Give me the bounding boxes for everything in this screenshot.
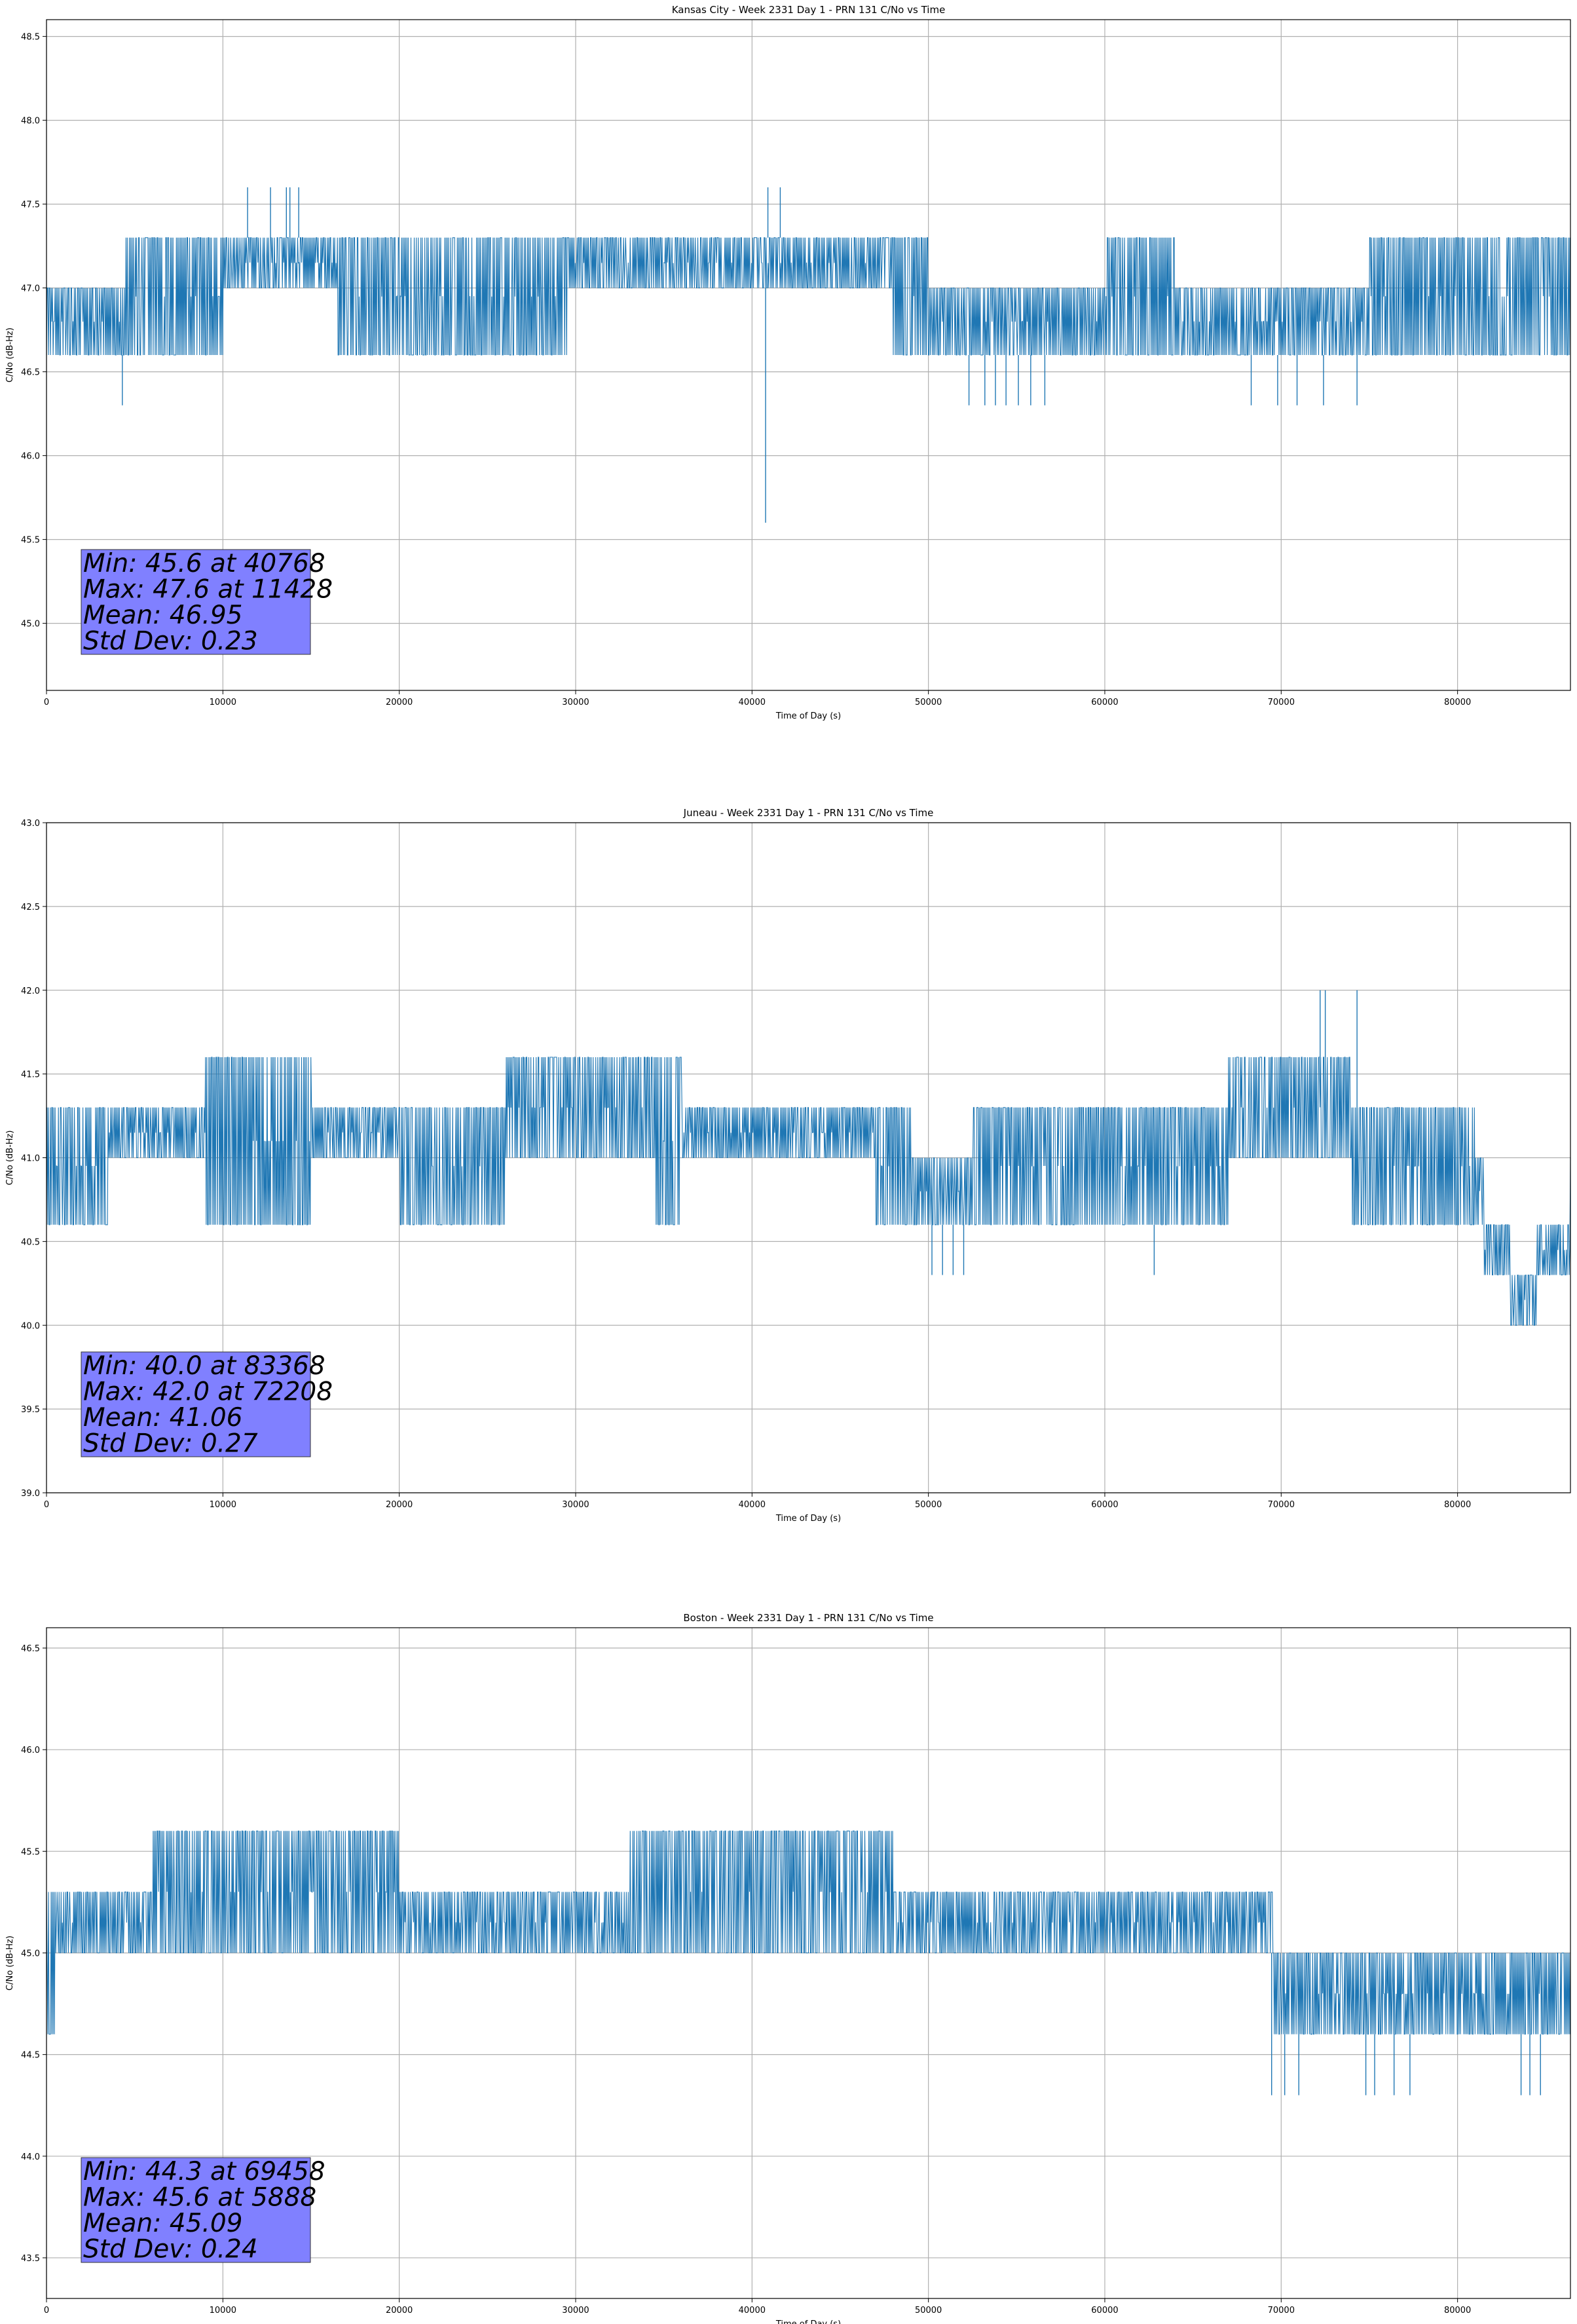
x-tick-label: 50000 (915, 1500, 942, 1510)
x-tick-label: 50000 (915, 698, 942, 707)
y-tick-label: 44.5 (21, 2051, 40, 2061)
stats-line: Min: 44.3 at 69458 (83, 2157, 325, 2186)
series-line (46, 1057, 1571, 1326)
y-tick-label: 44.0 (21, 2152, 40, 2162)
y-tick-label: 45.0 (21, 620, 40, 629)
x-tick-label: 30000 (562, 1500, 589, 1510)
y-tick-label: 45.5 (21, 1847, 40, 1857)
x-tick-label: 50000 (915, 2306, 942, 2315)
y-tick-label: 40.5 (21, 1237, 40, 1247)
y-tick-label: 41.5 (21, 1070, 40, 1080)
x-axis-label: Time of Day (s) (775, 1514, 841, 1524)
y-axis-label: C/No (dB-Hz) (5, 328, 15, 383)
stats-line: Mean: 45.09 (83, 2209, 242, 2238)
x-tick-label: 40000 (739, 2306, 766, 2315)
x-tick-label: 30000 (562, 698, 589, 707)
stats-box (81, 2157, 311, 2263)
x-tick-label: 20000 (386, 698, 413, 707)
stats-line: Max: 45.6 at 5888 (83, 2183, 316, 2213)
y-tick-label: 42.0 (21, 986, 40, 996)
x-tick-label: 0 (44, 698, 49, 707)
y-tick-label: 48.5 (21, 33, 40, 43)
stats-box (81, 549, 311, 655)
stats-line: Max: 42.0 at 72208 (83, 1378, 333, 1407)
x-tick-label: 80000 (1444, 2306, 1471, 2315)
x-tick-label: 0 (44, 1500, 49, 1510)
x-tick-label: 10000 (210, 2306, 236, 2315)
stats-box (81, 1351, 311, 1457)
y-tick-label: 47.0 (21, 284, 40, 294)
y-tick-label: 39.0 (21, 1489, 40, 1499)
x-tick-label: 70000 (1268, 698, 1295, 707)
y-tick-label: 46.0 (21, 452, 40, 462)
stats-line: Min: 45.6 at 40768 (83, 549, 325, 578)
y-tick-label: 41.0 (21, 1154, 40, 1164)
x-tick-label: 40000 (739, 698, 766, 707)
x-tick-label: 80000 (1444, 698, 1471, 707)
y-axis-label: C/No (dB-Hz) (5, 1131, 15, 1186)
stats-line: Std Dev: 0.24 (83, 2235, 258, 2264)
chart-title: Juneau - Week 2331 Day 1 - PRN 131 C/No … (683, 807, 934, 819)
x-axis-label: Time of Day (s) (775, 2319, 841, 2324)
x-tick-label: 20000 (386, 2306, 413, 2315)
x-tick-label: 10000 (210, 698, 236, 707)
stats-line: Max: 47.6 at 11428 (83, 575, 333, 605)
y-tick-label: 46.5 (21, 368, 40, 378)
y-tick-label: 43.5 (21, 2254, 40, 2264)
x-tick-label: 60000 (1091, 2306, 1118, 2315)
x-axis-label: Time of Day (s) (775, 711, 841, 721)
stats-line: Std Dev: 0.23 (83, 627, 258, 656)
x-tick-label: 60000 (1091, 1500, 1118, 1510)
y-tick-label: 45.5 (21, 536, 40, 546)
x-tick-label: 70000 (1268, 1500, 1295, 1510)
y-tick-label: 46.5 (21, 1644, 40, 1654)
series-line (46, 237, 1571, 356)
y-axis-label: C/No (dB-Hz) (5, 1936, 15, 1991)
y-tick-label: 42.5 (21, 903, 40, 912)
x-tick-label: 0 (44, 2306, 49, 2315)
chart-panel-1: 0 10000 20000 30000 40000 50000 60000 70000 8000… (5, 4, 1571, 721)
axes-frame (46, 1627, 1571, 2299)
x-tick-label: 40000 (739, 1500, 766, 1510)
stats-line: Std Dev: 0.27 (83, 1429, 258, 1459)
series-line (46, 1830, 1571, 2035)
chart-title: Kansas City - Week 2331 Day 1 - PRN 131 … (672, 4, 946, 16)
chart-title: Boston - Week 2331 Day 1 - PRN 131 C/No … (683, 1612, 933, 1624)
axes-frame (46, 19, 1571, 691)
y-tick-label: 47.5 (21, 200, 40, 210)
chart-panel-2: 0 10000 20000 30000 40000 50000 60000 70000 8000… (5, 807, 1571, 1524)
stats-line: Mean: 46.95 (83, 601, 242, 630)
x-tick-label: 80000 (1444, 1500, 1471, 1510)
y-tick-label: 39.5 (21, 1405, 40, 1415)
x-tick-label: 30000 (562, 2306, 589, 2315)
x-tick-label: 20000 (386, 1500, 413, 1510)
y-tick-label: 46.0 (21, 1746, 40, 1755)
y-tick-label: 48.0 (21, 117, 40, 126)
x-tick-label: 10000 (210, 1500, 236, 1510)
y-tick-label: 45.0 (21, 1949, 40, 1959)
chart-panel-3: 0 10000 20000 30000 40000 50000 60000 70000 8000… (5, 1612, 1571, 2324)
y-tick-label: 43.0 (21, 819, 40, 829)
y-tick-label: 40.0 (21, 1321, 40, 1331)
stats-line: Mean: 41.06 (83, 1403, 242, 1433)
x-tick-label: 60000 (1091, 698, 1118, 707)
stats-line: Min: 40.0 at 83368 (83, 1351, 325, 1381)
x-tick-label: 70000 (1268, 2306, 1295, 2315)
